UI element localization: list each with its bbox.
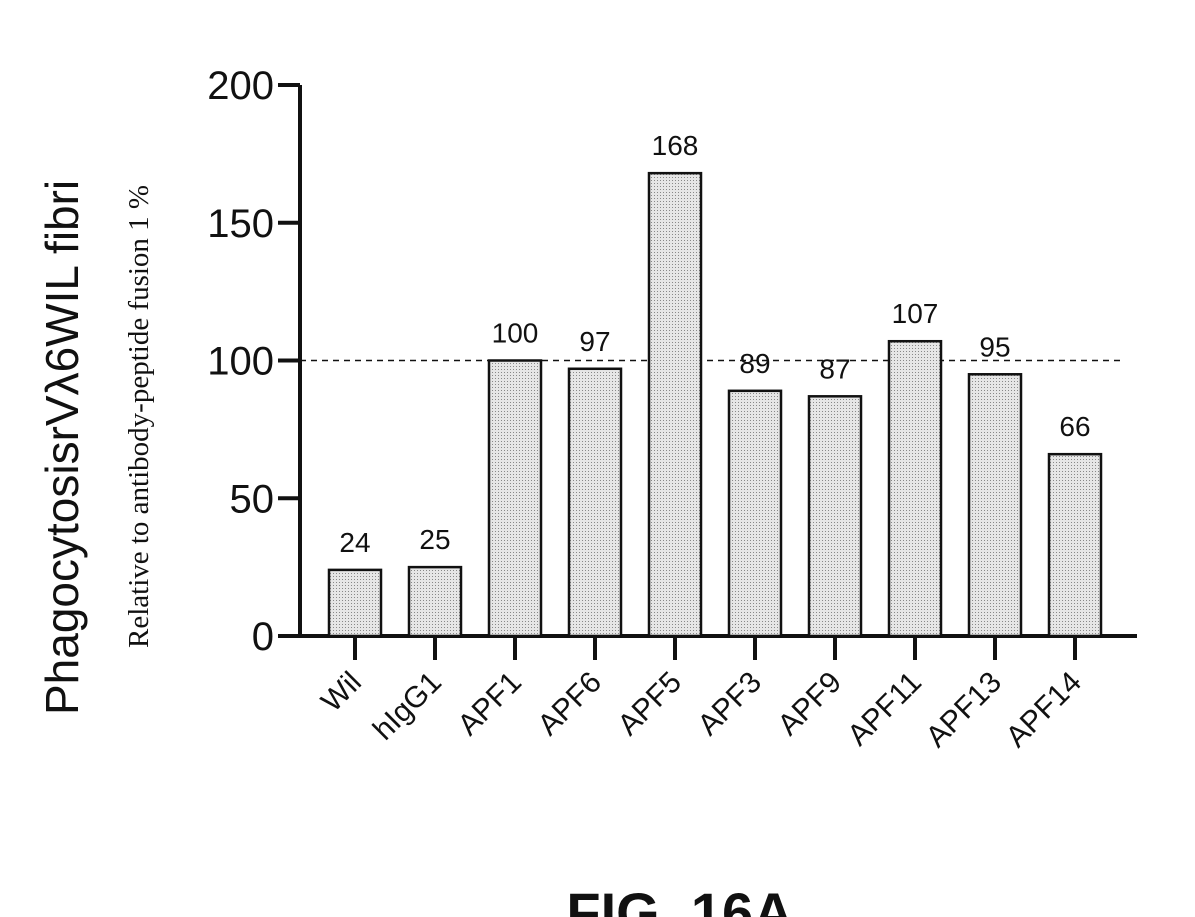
value-label: 24 <box>339 527 370 558</box>
bar <box>489 361 541 637</box>
bar <box>969 374 1021 636</box>
x-tick-label: Wil <box>315 666 368 719</box>
x-tick-label: APF6 <box>532 666 608 742</box>
x-tick-label: APF3 <box>692 666 768 742</box>
value-label: 89 <box>739 348 770 379</box>
value-label: 97 <box>579 326 610 357</box>
x-tick-label: hIgG1 <box>367 666 448 747</box>
bar <box>809 396 861 636</box>
value-label: 87 <box>819 353 850 384</box>
bar <box>889 341 941 636</box>
bar <box>729 391 781 636</box>
value-label: 100 <box>492 318 539 349</box>
x-tick-label: APF14 <box>1000 666 1088 754</box>
y-axis-sublabel: Relative to antibody-peptide fusion 1 % <box>123 185 155 648</box>
bar <box>329 570 381 636</box>
figure-caption: FIG. 16A <box>566 881 793 917</box>
y-tick-label: 150 <box>207 202 274 246</box>
value-label: 66 <box>1059 411 1090 442</box>
bar <box>1049 454 1101 636</box>
y-tick-label: 0 <box>252 615 274 659</box>
value-label: 168 <box>652 130 699 161</box>
x-tick-label: APF1 <box>452 666 528 742</box>
bar <box>409 567 461 636</box>
value-label: 25 <box>419 524 450 555</box>
bar <box>569 369 621 636</box>
y-tick-label: 200 <box>207 64 274 108</box>
y-tick-label: 50 <box>230 477 275 521</box>
bar <box>649 173 701 636</box>
x-tick-label: APF9 <box>772 666 848 742</box>
y-axis-label: PhagocytosisrVλ6WIL fibri <box>36 180 88 715</box>
y-tick-label: 100 <box>207 340 274 384</box>
x-tick-label: APF5 <box>612 666 688 742</box>
x-tick-label: APF11 <box>841 666 928 753</box>
value-label: 95 <box>979 331 1010 362</box>
value-label: 107 <box>892 298 939 329</box>
x-tick-label: APF13 <box>920 666 1008 754</box>
